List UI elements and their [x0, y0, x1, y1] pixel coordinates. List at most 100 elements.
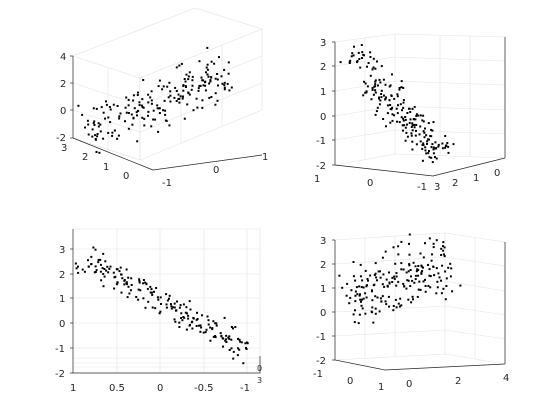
- scatter-point: [147, 93, 150, 96]
- scatter-point: [434, 156, 436, 159]
- scatter-point: [159, 310, 162, 313]
- z-tick-label: -1: [55, 344, 65, 355]
- scatter-point: [127, 98, 130, 101]
- scatter-point: [178, 97, 181, 100]
- scatter-point: [436, 286, 439, 289]
- scatter-point: [132, 116, 135, 119]
- scatter-point: [146, 287, 149, 290]
- scatter-point: [427, 284, 430, 287]
- scatter-point: [392, 246, 395, 249]
- scatter-point: [169, 100, 172, 103]
- scatter-point: [209, 326, 212, 329]
- scatter-point: [402, 129, 404, 132]
- scatter-point: [93, 120, 96, 123]
- scatter-point: [398, 305, 401, 308]
- scatter-point: [417, 288, 420, 291]
- scatter-point: [136, 94, 139, 96]
- scatter-point: [428, 237, 431, 240]
- scatter-point: [409, 111, 412, 113]
- scatter-point: [401, 109, 403, 112]
- scatter-point: [191, 75, 194, 78]
- scatter-point: [430, 259, 433, 262]
- scatter-point: [412, 261, 415, 264]
- scatter-point: [158, 112, 161, 114]
- scatter-point: [437, 272, 440, 275]
- scatter-point: [388, 305, 390, 308]
- scatter-point: [188, 71, 191, 74]
- scatter-point: [389, 121, 392, 124]
- y-axis-ticks: 3 2 1 0: [434, 168, 500, 193]
- scatter-point: [137, 288, 140, 291]
- scatter-point: [384, 83, 387, 86]
- scatter-point: [151, 293, 154, 296]
- y-tick-label: 0: [257, 364, 262, 373]
- scatter-point: [443, 246, 446, 249]
- scatter-point: [150, 102, 153, 105]
- z-tick-label: 1: [320, 87, 326, 98]
- scatter-point: [225, 341, 228, 343]
- scatter-point: [395, 306, 398, 309]
- scatter-point: [424, 127, 426, 130]
- scatter-point: [115, 268, 118, 271]
- scatter-point: [422, 142, 425, 145]
- scatter-point: [359, 293, 361, 296]
- scatter-point: [371, 290, 373, 293]
- scatter-point: [103, 268, 106, 270]
- scatter-point: [142, 106, 145, 109]
- scatter-point: [175, 309, 178, 312]
- scatter-point: [205, 66, 208, 69]
- scatter-point: [435, 292, 438, 295]
- scatter-point: [435, 239, 438, 242]
- scatter-point: [360, 300, 362, 303]
- scatter-point: [109, 121, 112, 124]
- scatter-point: [413, 123, 416, 126]
- scatter-point: [94, 138, 97, 141]
- scatter-point: [124, 106, 127, 109]
- scatter-point: [362, 297, 365, 300]
- z-tick-label: 0: [320, 308, 326, 319]
- scatter-point: [107, 131, 110, 134]
- scatter-point: [424, 285, 427, 287]
- scatter-point: [442, 245, 444, 248]
- scatter-point: [192, 317, 195, 320]
- scatter-point: [419, 114, 422, 117]
- scatter-point: [135, 111, 138, 114]
- scatter-point: [225, 338, 228, 341]
- scatter-point: [408, 253, 411, 256]
- scatter-point: [141, 106, 144, 109]
- scatter-point: [99, 270, 102, 273]
- scatter-point: [366, 65, 368, 68]
- scatter-point: [362, 94, 365, 97]
- scatter-point: [232, 357, 235, 360]
- scatter-point: [173, 306, 176, 309]
- scatter-point: [361, 298, 363, 301]
- scatter-point: [214, 92, 217, 95]
- scatter-point: [136, 140, 139, 143]
- scatter-point: [383, 94, 385, 97]
- scatter-point: [415, 270, 418, 273]
- scatter-point: [170, 305, 173, 308]
- scatter-point: [441, 142, 444, 145]
- scatter-point: [378, 103, 381, 106]
- scatter-point: [130, 277, 133, 280]
- scatter-point: [128, 292, 131, 295]
- scatter-point: [380, 300, 383, 303]
- scatter-point: [214, 336, 217, 339]
- scatter-point: [444, 135, 447, 137]
- scatter-point: [390, 94, 393, 97]
- scatter-point: [384, 97, 387, 100]
- scatter-point: [240, 341, 243, 344]
- scatter-point: [352, 275, 355, 278]
- scatter-point: [215, 324, 218, 327]
- scatter-point: [365, 296, 368, 299]
- scatter-point: [116, 105, 119, 107]
- scatter-point: [392, 309, 395, 312]
- scatter-point: [157, 130, 160, 133]
- scatter-point: [397, 253, 400, 256]
- x-tick-label: -1: [313, 369, 323, 380]
- scatter-point: [119, 266, 122, 269]
- scatter-point: [354, 309, 356, 312]
- scatter-point: [137, 298, 140, 301]
- scatter-point: [143, 117, 146, 120]
- scatter-point: [419, 252, 422, 255]
